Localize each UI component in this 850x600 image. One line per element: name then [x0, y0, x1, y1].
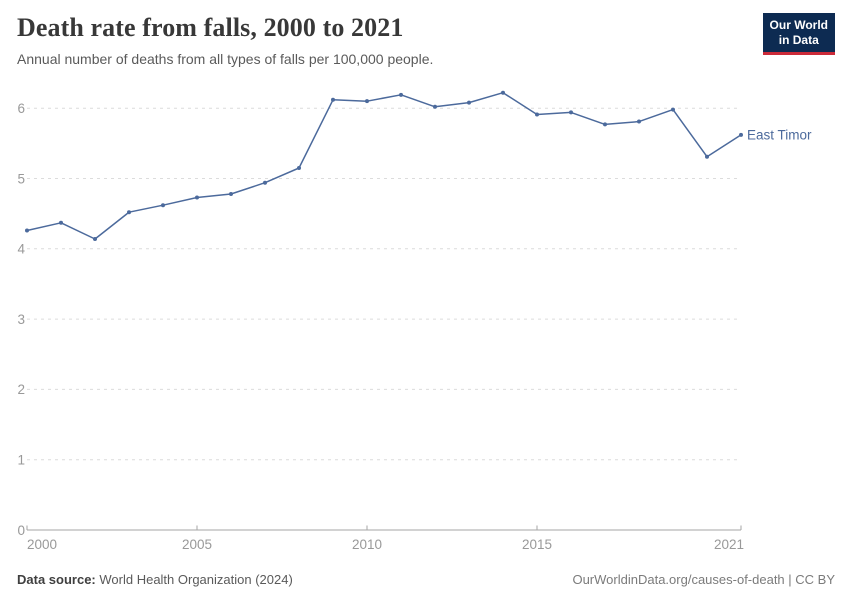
owid-logo-line1: Our World: [769, 18, 828, 32]
data-source-text: World Health Organization (2024): [99, 572, 293, 587]
series-label-east-timor: East Timor: [747, 127, 812, 142]
data-point-2017: [603, 122, 607, 127]
x-axis-tick-label-2015: 2015: [522, 537, 552, 552]
data-point-2011: [399, 92, 403, 97]
data-point-2007: [263, 180, 267, 185]
owid-logo: Our World in Data: [762, 13, 835, 55]
y-axis-tick-label-1: 1: [17, 453, 25, 468]
x-axis-tick-label-2021: 2021: [714, 537, 744, 552]
y-axis-tick-label-2: 2: [17, 382, 25, 397]
owid-logo-line2: in Data: [778, 33, 819, 47]
data-source: Data source: World Health Organization (…: [17, 572, 293, 587]
chart-subtitle: Annual number of deaths from all types o…: [17, 51, 434, 67]
y-axis-tick-label-0: 0: [17, 523, 25, 538]
data-point-2015: [535, 112, 539, 117]
data-point-2008: [297, 165, 301, 170]
data-point-2000: [25, 228, 29, 233]
data-point-2020: [705, 154, 709, 159]
data-point-2005: [195, 195, 199, 200]
data-point-2021: [739, 132, 743, 137]
data-point-2014: [501, 90, 505, 95]
x-axis-tick-label-2000: 2000: [27, 537, 57, 552]
data-point-2016: [569, 110, 573, 115]
data-point-2013: [467, 100, 471, 105]
owid-logo-red-strip: [762, 51, 835, 55]
y-axis-tick-label-3: 3: [17, 312, 25, 327]
page-title: Death rate from falls, 2000 to 2021: [17, 13, 404, 42]
data-point-2001: [59, 220, 63, 225]
y-axis-tick-label-5: 5: [17, 171, 25, 186]
data-point-2004: [161, 203, 165, 208]
x-axis-tick-label-2010: 2010: [352, 537, 382, 552]
data-point-2012: [433, 104, 437, 109]
y-axis-tick-label-4: 4: [17, 242, 25, 257]
data-point-2009: [331, 97, 335, 102]
data-line-east-timor: [26, 91, 742, 240]
x-axis-tick-label-2005: 2005: [182, 537, 212, 552]
y-axis-tick-label-6: 6: [17, 101, 25, 116]
credit-link[interactable]: OurWorldinData.org/causes-of-death | CC …: [572, 572, 835, 587]
data-point-2002: [93, 236, 97, 241]
data-point-2006: [229, 191, 233, 196]
data-point-2010: [365, 99, 369, 104]
data-point-2019: [671, 107, 675, 112]
data-point-2018: [637, 119, 641, 124]
data-source-label: Data source:: [17, 572, 96, 587]
data-point-2003: [127, 210, 131, 215]
